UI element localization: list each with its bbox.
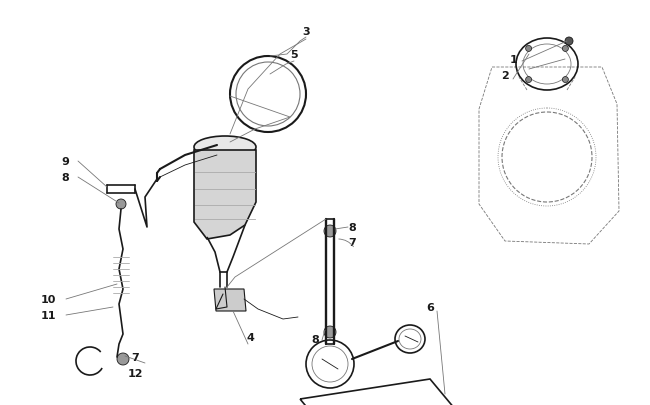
Text: 11: 11 [40, 310, 56, 320]
Text: 8: 8 [311, 334, 319, 344]
Circle shape [526, 46, 532, 52]
Text: 10: 10 [40, 294, 56, 304]
Text: 8: 8 [61, 173, 69, 183]
Text: 12: 12 [127, 368, 143, 378]
Text: 1: 1 [510, 55, 518, 65]
Polygon shape [194, 151, 256, 239]
Text: 9: 9 [61, 157, 69, 166]
Text: 8: 8 [348, 222, 356, 232]
Text: 7: 7 [131, 352, 139, 362]
Text: 7: 7 [348, 237, 356, 247]
Text: 4: 4 [246, 332, 254, 342]
Ellipse shape [194, 136, 256, 159]
Circle shape [117, 353, 129, 365]
Text: 6: 6 [426, 302, 434, 312]
Circle shape [562, 46, 568, 52]
Circle shape [116, 200, 126, 209]
Circle shape [565, 38, 573, 46]
Polygon shape [214, 289, 246, 311]
Circle shape [324, 226, 336, 237]
Text: 3: 3 [302, 27, 310, 37]
Circle shape [526, 77, 532, 83]
Text: 5: 5 [290, 50, 298, 60]
Circle shape [562, 77, 568, 83]
Text: 2: 2 [501, 71, 509, 81]
Circle shape [324, 326, 336, 338]
